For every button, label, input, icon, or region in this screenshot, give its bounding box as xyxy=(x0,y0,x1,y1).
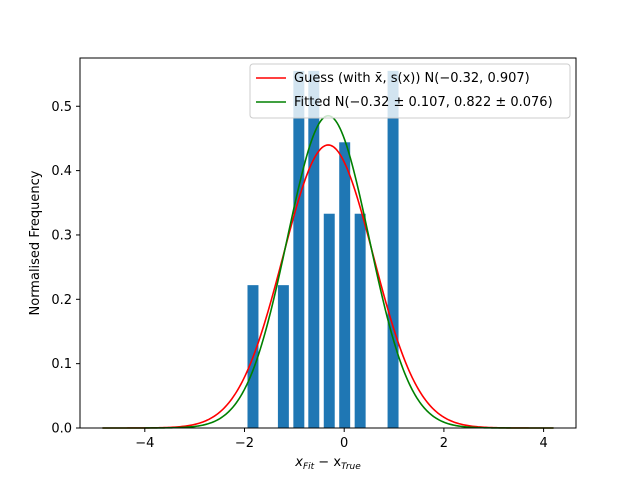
y-tick-label: 0.0 xyxy=(51,422,72,437)
x-tick-label: 0 xyxy=(340,436,348,451)
legend-box xyxy=(249,63,571,119)
histogram-bar xyxy=(323,213,335,428)
x-tick-label: −4 xyxy=(135,436,154,451)
y-tick-label: 0.5 xyxy=(51,100,72,115)
plot-frame xyxy=(79,57,577,429)
y-tick-label: 0.1 xyxy=(51,357,72,372)
y-tick-label: 0.3 xyxy=(51,228,72,243)
histogram-bar xyxy=(339,142,351,428)
histogram-bar xyxy=(277,285,289,428)
histogram-bar xyxy=(308,70,320,428)
x-tick-label: 2 xyxy=(440,436,448,451)
x-axis: −4 −2 0 2 4 xyxy=(135,428,548,451)
histogram-bar xyxy=(354,213,366,428)
legend-label-guess: Guess (with x̄, s(x)) N(−0.32, 0.907) xyxy=(294,71,530,86)
x-axis-title: xFit − xTrue xyxy=(294,455,361,472)
histogram-bar xyxy=(293,70,305,428)
legend-label-fitted: Fitted N(−0.32 ± 0.107, 0.822 ± 0.076) xyxy=(294,95,553,110)
legend: Guess (with x̄, s(x)) N(−0.32, 0.907) Fi… xyxy=(249,63,571,119)
x-tick-label: 4 xyxy=(539,436,547,451)
y-tick-label: 0.4 xyxy=(51,164,72,179)
y-tick-label: 0.2 xyxy=(51,293,72,308)
y-axis-title: Normalised Frequency xyxy=(28,170,43,315)
histogram-bar xyxy=(387,70,399,428)
y-axis: 0.0 0.1 0.2 0.3 0.4 0.5 xyxy=(51,100,80,437)
x-tick-label: −2 xyxy=(235,436,254,451)
